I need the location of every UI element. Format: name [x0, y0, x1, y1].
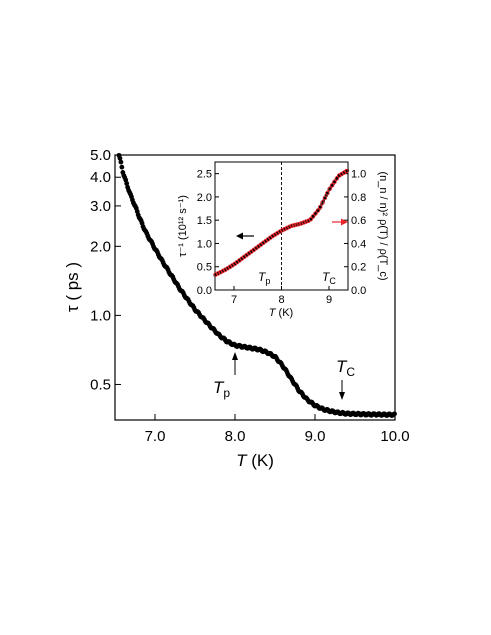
inset-red-data-point	[296, 221, 302, 227]
main-y-tick-label: 3.0	[90, 198, 111, 215]
main-plot-frame	[114, 154, 396, 421]
inset-red-data-point	[317, 204, 323, 210]
inset-red-data-point	[279, 228, 285, 233]
main-x-tick-label: 7.0	[145, 428, 166, 445]
inset-red-data-point	[220, 268, 226, 274]
inset-left-y-tick-label: 2.0	[197, 192, 212, 204]
inset-red-data-point	[308, 217, 313, 222]
inset-tp-label: Tp	[258, 270, 270, 286]
inset-left-y-tick-label: 0.0	[197, 285, 212, 297]
inset-x-axis: 7 8 9	[231, 286, 332, 306]
main-y-axis: 5.0 4.0 3.0 2.0 1.0 0.5	[90, 147, 121, 393]
main-x-axis-title: T (K)	[236, 451, 274, 470]
inset-red-data-point	[301, 220, 306, 225]
tc-annotation: TC	[336, 357, 355, 400]
main-data-point	[124, 181, 130, 186]
inset-red-data-point	[294, 222, 299, 227]
inset-red-data-point	[213, 272, 218, 277]
inset-data-series	[213, 168, 350, 277]
inset-red-data-point	[334, 176, 340, 181]
inset-right-arrow	[332, 218, 348, 226]
inset-red-data-point	[215, 271, 221, 276]
main-y-tick-label: 0.5	[90, 376, 111, 393]
inset-red-data-point	[218, 269, 223, 275]
tp-label: Tp	[213, 378, 230, 400]
inset-red-data-point	[303, 219, 309, 224]
inset-red-data-point	[313, 211, 318, 216]
inset-left-y-axis-title: τ⁻¹ (10¹² s⁻¹)	[177, 195, 189, 257]
inset-right-y-axis-title: (n_n / n)² ρ(T) / ρ(T_c)	[377, 171, 389, 280]
inset-left-y-tick-label: 0.5	[197, 262, 212, 274]
inset-left-y-tick-label: 1.5	[197, 215, 212, 227]
inset-left-arrow	[236, 232, 254, 240]
main-plot: 7.0 8.0 9.0 10.0 5.0 4.0 3.0 2.0 1.0 0.5 τ ( ps …	[63, 147, 410, 470]
inset-red-data-point	[315, 208, 321, 213]
inset-right-y-tick-label: 0.8	[351, 192, 366, 204]
inset-red-data-point	[322, 195, 328, 201]
inset-x-axis-title: T (K)	[269, 307, 293, 319]
main-y-tick-label: 4.0	[90, 169, 111, 186]
inset-left-y-axis: 0.0 0.5 1.0 1.5 2.0 2.5	[197, 169, 219, 297]
inset-red-data-point	[332, 179, 337, 185]
main-y-axis-title: τ ( ps )	[63, 262, 82, 312]
main-y-tick-label: 1.0	[90, 307, 111, 324]
main-x-axis: 7.0 8.0 9.0 10.0	[145, 414, 410, 445]
arrow-right-icon	[341, 218, 348, 226]
main-y-tick-label: 5.0	[90, 147, 111, 164]
inset-right-y-tick-label: 0.0	[351, 285, 366, 297]
inset-right-y-tick-label: 0.2	[351, 262, 366, 274]
inset-red-data-point	[287, 224, 292, 230]
tc-arrowhead-icon	[339, 392, 345, 400]
inset-plot: 7 8 9 0.0 0.5 1.0 1.5 2.0 2.5 0.0 0.2 0.4 0.6 0.8 1.…	[177, 161, 389, 319]
inset-red-data-point	[310, 214, 316, 219]
inset-red-data-point	[282, 226, 287, 232]
tp-arrowhead-icon	[232, 352, 238, 360]
tc-label: TC	[336, 357, 355, 379]
tp-annotation: Tp	[213, 352, 238, 400]
inset-red-data-point	[284, 225, 290, 231]
main-x-tick-label: 10.0	[380, 428, 409, 445]
inset-tc-label: TC	[322, 270, 336, 286]
inset-x-tick-label: 9	[326, 294, 332, 306]
main-data-series	[116, 152, 397, 419]
inset-red-data-point	[344, 168, 349, 174]
inset-red-data-point	[289, 223, 294, 229]
main-data-point	[392, 411, 397, 417]
inset-right-y-tick-label: 1.0	[351, 169, 366, 181]
inset-red-data-point	[291, 222, 297, 228]
inset-red-data-point	[325, 190, 330, 196]
inset-red-data-point	[329, 183, 335, 188]
inset-x-tick-label: 7	[231, 294, 237, 306]
main-x-tick-label: 9.0	[305, 428, 326, 445]
arrow-left-icon	[236, 232, 243, 240]
main-y-tick-label: 2.0	[90, 238, 111, 255]
main-x-tick-label: 8.0	[225, 428, 246, 445]
main-data-point	[123, 177, 129, 183]
main-data-point	[117, 155, 123, 161]
inset-red-data-point	[327, 186, 332, 192]
inset-right-y-axis: 0.0 0.2 0.4 0.6 0.8 1.0	[344, 169, 366, 297]
main-data-point	[119, 164, 125, 170]
inset-right-y-tick-label: 0.4	[351, 238, 366, 250]
inset-right-y-tick-label: 0.6	[351, 215, 366, 227]
inset-red-data-point	[298, 221, 304, 226]
inset-left-y-tick-label: 1.0	[197, 238, 212, 250]
main-data-point	[118, 159, 124, 165]
inset-red-data-point	[320, 200, 325, 205]
inset-left-y-tick-label: 2.5	[197, 169, 212, 181]
inset-x-tick-label: 8	[278, 294, 284, 306]
